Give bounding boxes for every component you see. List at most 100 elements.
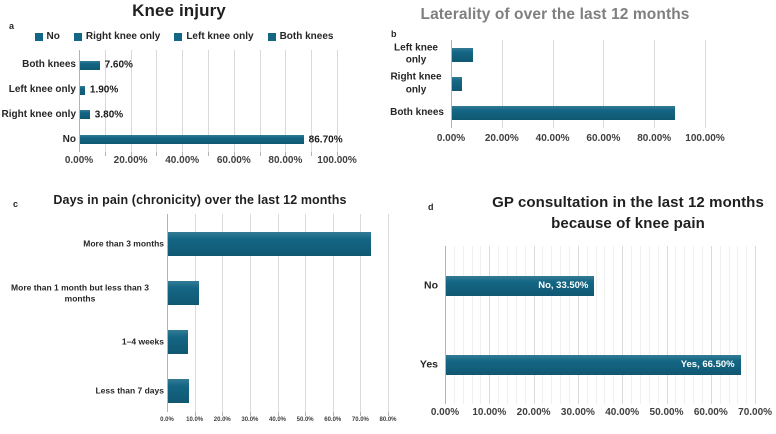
gridline	[533, 246, 535, 404]
x-tick-label: 80.0%	[379, 417, 397, 423]
bar-value-label: 86.70%	[308, 134, 343, 146]
category-label-text: More than 1 month but less than 3 months	[11, 282, 149, 303]
category-label-text: Both knees	[22, 59, 76, 71]
minor-gridline	[542, 246, 544, 404]
category-label: Both knees	[390, 107, 444, 120]
gridline	[222, 214, 224, 412]
legend-item-right-knee-only: Right knee only	[73, 31, 161, 42]
x-tick-label: 60.00%	[586, 133, 621, 144]
x-tick-label: 70.0%	[351, 417, 369, 423]
gridline	[388, 214, 389, 412]
gridline	[277, 214, 279, 412]
minor-gridline	[657, 246, 659, 404]
x-tick-label: 100.00%	[685, 133, 725, 144]
bar-1-4-weeks	[168, 330, 189, 355]
legend-label: Right knee only	[85, 31, 161, 42]
x-tick-label: 30.0%	[241, 417, 259, 423]
x-tick-label: 80.00%	[637, 133, 672, 144]
minor-gridline	[613, 246, 615, 404]
category-label-text: No	[62, 133, 76, 145]
gridline	[130, 50, 132, 152]
panel-c: Days in pain (chronicity) over the last …	[0, 180, 400, 434]
category-label-text: Right knee only	[1, 108, 76, 120]
gridline	[182, 50, 184, 152]
bar-right-knee-only	[452, 77, 463, 91]
bar-data-label: No, 33.50%	[538, 280, 589, 291]
x-axis-tickmark	[305, 412, 307, 416]
x-tick-label: 50.0%	[296, 417, 314, 423]
x-axis-tickmark	[337, 152, 338, 156]
x-tick-label: 0.0%	[160, 417, 174, 423]
gridline	[755, 246, 757, 404]
bar-right-knee-only	[80, 110, 90, 120]
x-tick-label: 40.00%	[165, 155, 200, 166]
category-label: Right knee only	[2, 109, 76, 122]
minor-gridline	[586, 246, 588, 404]
y-axis-line	[79, 50, 80, 152]
category-label: More than 1 month but less than 3 months	[0, 282, 164, 303]
x-axis-tickmark	[249, 412, 251, 416]
chart-b-title: Laterality of over the last 12 months	[420, 6, 690, 23]
x-tick-label: 0.00%	[64, 155, 94, 166]
x-axis-tickmark	[388, 412, 389, 416]
minor-gridline	[471, 246, 473, 404]
bar-both-knees	[80, 60, 100, 70]
gridline	[259, 50, 261, 152]
x-tick-label: 40.00%	[605, 407, 640, 418]
x-tick-label: 0.00%	[430, 407, 460, 418]
legend-label: No	[46, 31, 60, 42]
gridline	[489, 246, 491, 404]
legend-label: Both knees	[279, 31, 334, 42]
panel-a: Knee injury a No Right knee only Left knee…	[0, 0, 388, 180]
legend-swatch-icon	[73, 32, 82, 41]
gridline	[249, 214, 251, 412]
category-label: More than 3 months	[0, 238, 164, 249]
x-axis-tickmark	[104, 152, 106, 156]
x-tick-label: 40.00%	[535, 133, 570, 144]
x-tick-label: 20.00%	[516, 407, 551, 418]
bar-more-than-1-month-but-less-than-3-months	[168, 280, 200, 305]
x-axis-tickmark	[311, 152, 313, 156]
x-tick-label: 40.0%	[268, 417, 287, 423]
minor-gridline	[569, 246, 571, 404]
gridline	[311, 50, 313, 152]
category-label: Left knee only	[388, 42, 444, 67]
chart-d-title: GP consultation in the last 12 months be…	[480, 192, 776, 234]
bar-both-knees	[452, 106, 675, 121]
minor-gridline	[524, 246, 526, 404]
x-tick-label: 20.0%	[213, 417, 231, 423]
minor-gridline	[462, 246, 464, 404]
x-tick-label: 50.00%	[649, 407, 684, 418]
bar-yes: Yes, 66.50%	[446, 354, 741, 375]
minor-gridline	[719, 246, 721, 404]
x-axis-tickmark	[360, 412, 362, 416]
panel-b: Laterality of over the last 12 months b …	[388, 0, 776, 180]
panel-c-letter: c	[13, 199, 19, 209]
panel-d-letter: d	[428, 202, 434, 212]
minor-gridline	[515, 246, 517, 404]
gridline	[501, 40, 503, 128]
legend-label: Left knee only	[186, 31, 254, 42]
x-tick-label: 70.00%	[738, 407, 773, 418]
legend: No Right knee only Left knee only Both knee…	[30, 31, 338, 42]
minor-gridline	[595, 246, 597, 404]
gridline	[208, 50, 209, 152]
category-label-text: Left knee only	[8, 83, 76, 95]
y-axis-line	[445, 246, 446, 404]
gridline	[622, 246, 624, 404]
category-label: No	[424, 279, 438, 292]
gridline	[666, 246, 668, 404]
gridline	[285, 50, 287, 152]
x-tick-label: 80.00%	[268, 155, 303, 166]
minor-gridline	[507, 246, 509, 404]
chart-a-title: Knee injury	[132, 1, 226, 20]
category-label-text: Right knee only	[390, 71, 442, 96]
x-tick-label: 20.00%	[113, 155, 148, 166]
legend-swatch-icon	[34, 32, 43, 41]
x-axis-tickmark	[156, 152, 158, 156]
category-label-text: Left knee only	[394, 42, 438, 66]
y-axis-line	[451, 40, 452, 128]
category-label-text: Both knees	[390, 107, 444, 119]
gridline	[577, 246, 579, 404]
